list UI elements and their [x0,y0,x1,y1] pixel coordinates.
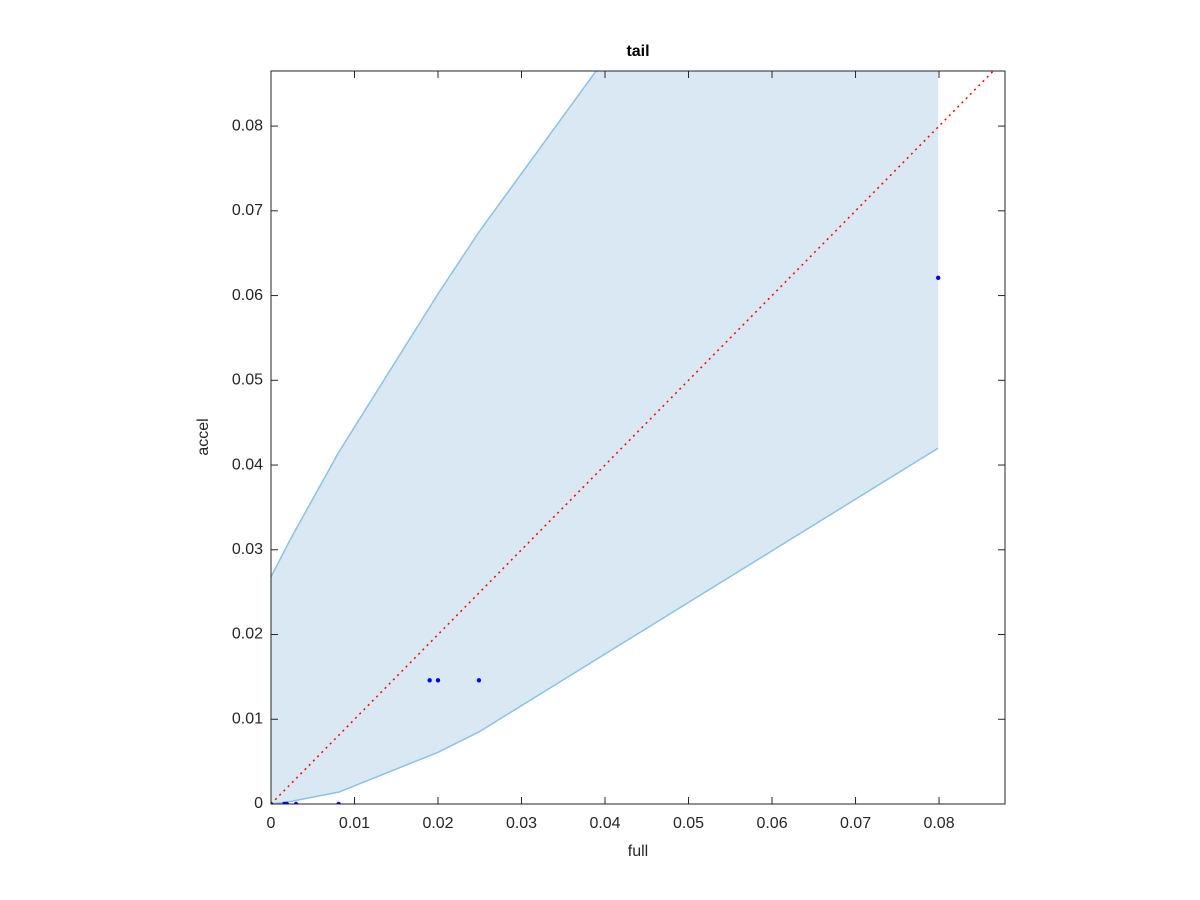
confidence-band [271,71,939,804]
x-tick-label: 0.07 [840,815,871,832]
y-tick-label: 0.03 [232,541,263,558]
x-tick-label: 0.06 [756,815,787,832]
y-tick-label: 0.08 [232,117,263,134]
chart-title: tail [626,43,649,60]
y-tick-label: 0.07 [232,202,263,219]
y-tick-label: 0.02 [232,626,263,643]
point [476,678,482,683]
x-tick-label: 0.03 [506,815,537,832]
identity-line [271,71,995,804]
y-tick-label: 0.06 [232,287,263,304]
x-axis-label: full [628,843,648,860]
point [271,801,274,804]
point [427,678,432,683]
x-tick-label: 0.05 [673,815,704,832]
axes-box [270,70,1006,805]
y-axis-label: accel [195,418,212,455]
point [935,275,941,280]
x-tick-label: 0 [267,815,276,832]
band-upper-line [271,71,597,578]
point [336,801,341,804]
x-tick-label: 0.02 [422,815,453,832]
y-tick-label: 0.01 [232,710,263,727]
x-tick-label: 0.04 [589,815,620,832]
x-tick-label: 0.08 [923,815,954,832]
point [284,801,290,804]
x-tick-label: 0.01 [339,815,370,832]
plot-area [271,71,995,804]
point [435,678,441,683]
y-tick-label: 0 [254,795,263,812]
y-tick-label: 0.04 [232,456,263,473]
point [293,801,299,804]
y-tick-label: 0.05 [232,372,263,389]
